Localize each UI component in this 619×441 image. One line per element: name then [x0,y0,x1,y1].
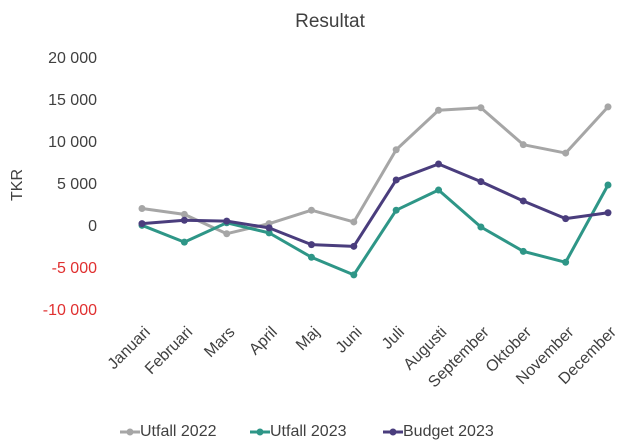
series-line [141,105,610,236]
point [180,216,188,224]
legend-label: Budget 2023 [403,423,494,440]
point [223,217,231,225]
point [392,206,400,214]
point [435,160,443,168]
chart-title: Resultat [295,11,365,32]
legend-marker [389,428,397,436]
x-tick-label: Juli [379,324,408,353]
point [435,186,443,194]
point [307,253,315,261]
y-tick-label: -5 000 [52,260,97,277]
point [223,230,231,238]
legend-label: Utfall 2022 [140,423,217,440]
point [180,238,188,246]
point [435,106,443,114]
y-tick-label: -10 000 [43,302,97,319]
point [604,103,612,111]
point [307,241,315,249]
legend-marker [126,428,134,436]
point [519,197,527,205]
point [350,242,358,250]
point [265,229,273,237]
point [562,215,570,223]
legend-marker [256,428,264,436]
x-tick-label: April [246,324,281,359]
point [604,209,612,217]
point [477,223,485,231]
point [477,178,485,186]
point [519,141,527,149]
point [350,218,358,226]
point [307,206,315,214]
point [519,247,527,255]
point [350,271,358,279]
point [562,258,570,266]
point [180,210,188,218]
point [604,181,612,189]
legend-label: Utfall 2023 [270,423,347,440]
series-line [141,162,609,248]
x-tick-label: Mars [201,324,238,361]
point [392,146,400,154]
y-axis-label: TKR [9,169,26,201]
x-tick-label: Februari [142,324,196,378]
x-tick-label: Juni [333,324,366,357]
y-tick-label: 20 000 [48,50,97,67]
point [265,224,273,232]
y-tick-label: 0 [88,218,97,235]
point [392,176,400,184]
point [138,205,146,213]
point [562,149,570,157]
series-line [141,184,610,277]
y-tick-label: 10 000 [48,134,97,151]
y-tick-label: 5 000 [57,176,97,193]
x-tick-label: Maj [293,324,323,354]
y-tick-label: 15 000 [48,92,97,109]
point [138,220,146,228]
point [477,104,485,112]
